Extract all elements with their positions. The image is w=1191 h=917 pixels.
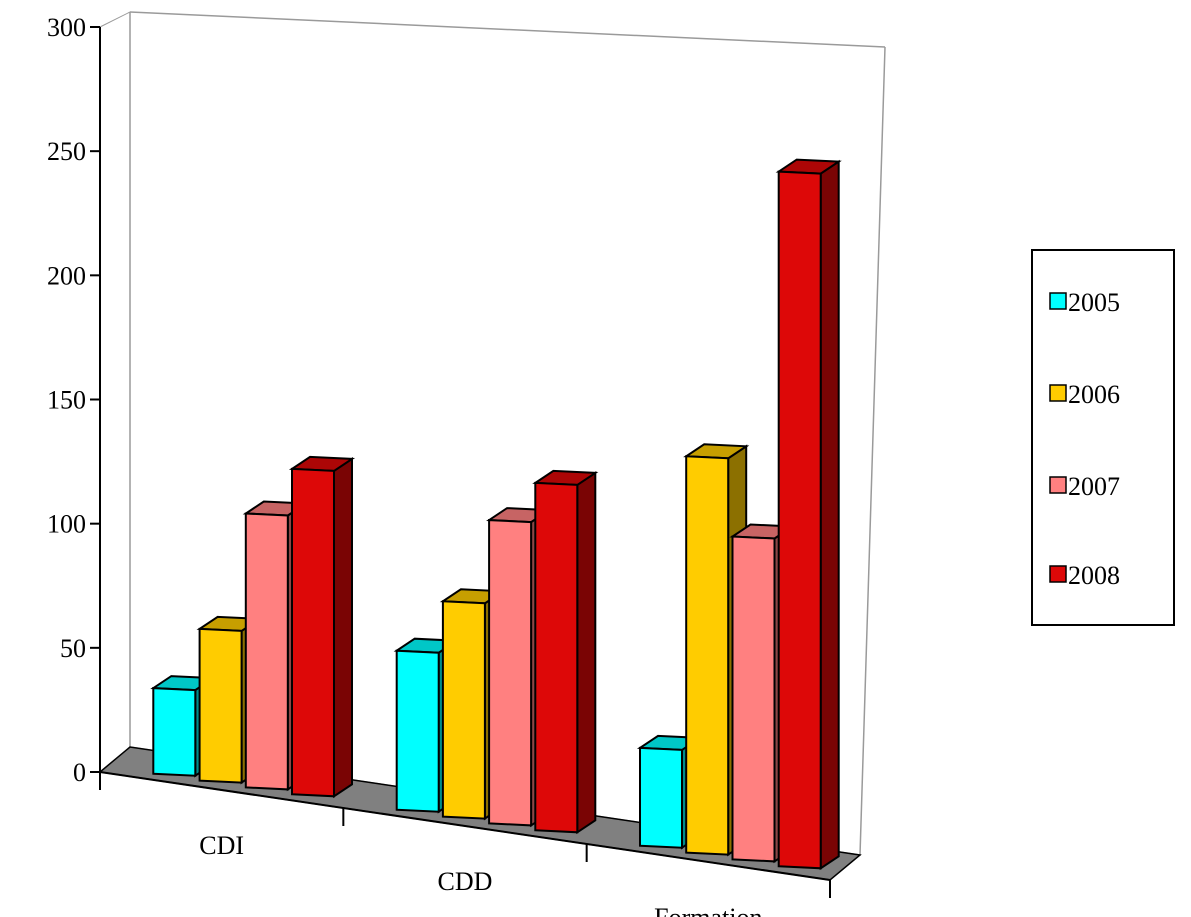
legend-swatch-2007 xyxy=(1049,476,1067,494)
bar-side xyxy=(333,457,353,799)
back-wall-top-edge xyxy=(129,11,886,48)
category-label-1: CDD xyxy=(438,867,493,896)
legend-label-2008: 2008 xyxy=(1068,561,1120,590)
y-tick-label-300: 300 xyxy=(47,13,86,42)
legend-item-2005: 2005 xyxy=(1049,288,1120,317)
x-axis: CDI CDD Formation xyxy=(99,771,831,917)
bar-group-cdi xyxy=(150,455,356,799)
bar-side xyxy=(819,159,840,871)
bar-formation-2008 xyxy=(775,158,842,871)
bar-front xyxy=(244,512,289,791)
legend-item-2006: 2006 xyxy=(1049,380,1120,409)
legend: 2005 2006 2007 2008 xyxy=(1031,249,1175,626)
legend-box xyxy=(1031,249,1175,626)
bar-front xyxy=(488,519,533,827)
category-label-0: CDI xyxy=(199,831,244,860)
bar-front xyxy=(291,467,335,798)
bar-front xyxy=(441,600,486,820)
bar-group-formation xyxy=(636,158,842,871)
legend-item-2008: 2008 xyxy=(1049,561,1120,590)
x-axis-line xyxy=(99,771,831,881)
bar-group-cdd xyxy=(393,469,599,835)
bar-front xyxy=(639,746,683,849)
bar-side xyxy=(576,471,597,835)
y-tick-label-200: 200 xyxy=(47,261,86,290)
bar-front xyxy=(777,170,822,870)
legend-label-2006: 2006 xyxy=(1068,380,1120,409)
bar-front xyxy=(395,649,440,813)
y-tick-label-50: 50 xyxy=(60,634,86,663)
legend-label-2005: 2005 xyxy=(1068,288,1120,317)
y-tick-label-0: 0 xyxy=(73,758,86,787)
bar-front xyxy=(198,627,243,784)
bar-cdd-2008 xyxy=(532,469,599,835)
bar-front xyxy=(685,455,730,856)
legend-swatch-2006 xyxy=(1049,384,1067,402)
side-wall-top-edge xyxy=(99,11,131,28)
category-label-2: Formation xyxy=(654,903,762,917)
legend-swatch-2008 xyxy=(1049,565,1067,583)
legend-item-2007: 2007 xyxy=(1049,472,1120,501)
bar-groups xyxy=(150,158,842,871)
bar-cdi-2008 xyxy=(288,455,356,799)
y-tick-label-150: 150 xyxy=(47,386,86,415)
y-tick-label-250: 250 xyxy=(47,137,86,166)
bar-front xyxy=(731,535,776,863)
y-axis: 0 50 100 150 200 250 300 xyxy=(47,13,101,787)
bar-front xyxy=(152,687,197,777)
y-tick-label-100: 100 xyxy=(47,510,86,539)
bar-front xyxy=(534,481,579,834)
legend-label-2007: 2007 xyxy=(1068,472,1120,501)
legend-swatch-2005 xyxy=(1049,292,1067,310)
